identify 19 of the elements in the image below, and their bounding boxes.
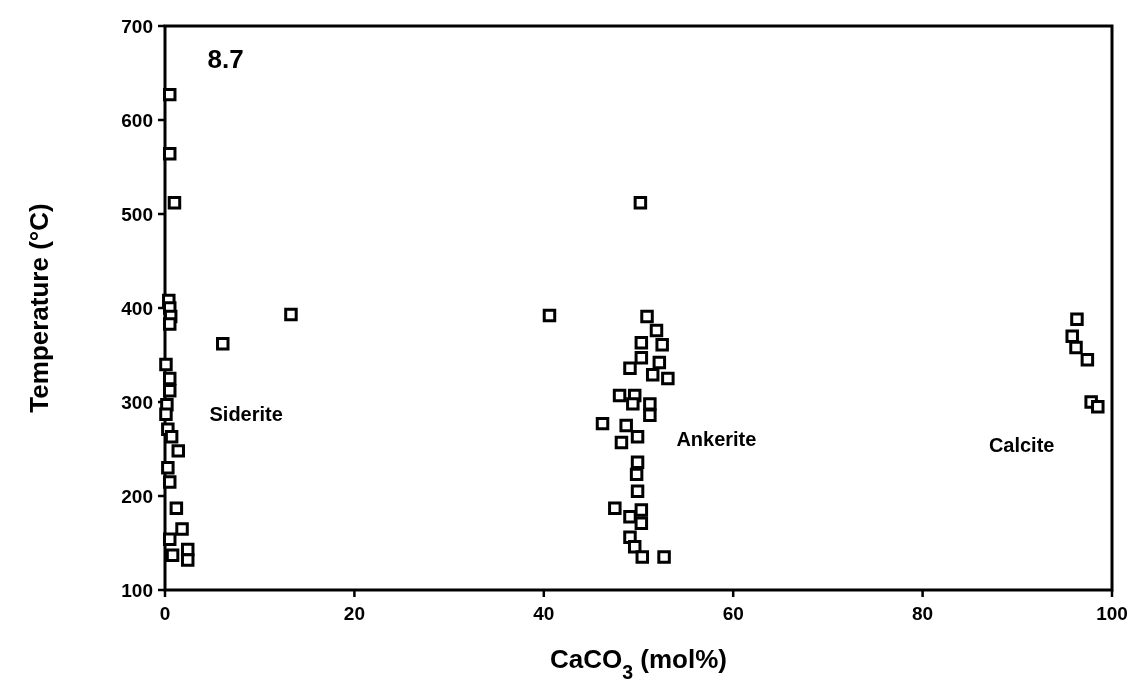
y-tick-label: 600	[121, 109, 153, 131]
x-tick-label: 40	[533, 603, 555, 624]
annotation: 8.7	[207, 44, 244, 75]
y-tick-label: 300	[121, 391, 153, 413]
x-tick-label: 100	[1096, 603, 1128, 624]
y-tick-label: 700	[121, 15, 153, 37]
annotation: Siderite	[209, 402, 283, 425]
y-axis-title: Temperature (°C)	[24, 203, 54, 413]
x-tick-label: 0	[159, 603, 171, 624]
y-tick-label: 200	[121, 485, 153, 507]
annotation: Calcite	[988, 433, 1055, 456]
y-tick-label: 400	[121, 297, 153, 319]
x-tick-label: 60	[722, 603, 744, 624]
y-tick-label: 500	[121, 203, 153, 225]
annotation: Ankerite	[676, 428, 757, 451]
x-tick-label: 80	[912, 603, 934, 624]
y-tick-label: 100	[121, 579, 153, 601]
x-tick-label: 20	[343, 603, 365, 624]
x-axis-title: CaCO$_{3}$ (mol%)	[550, 644, 727, 683]
